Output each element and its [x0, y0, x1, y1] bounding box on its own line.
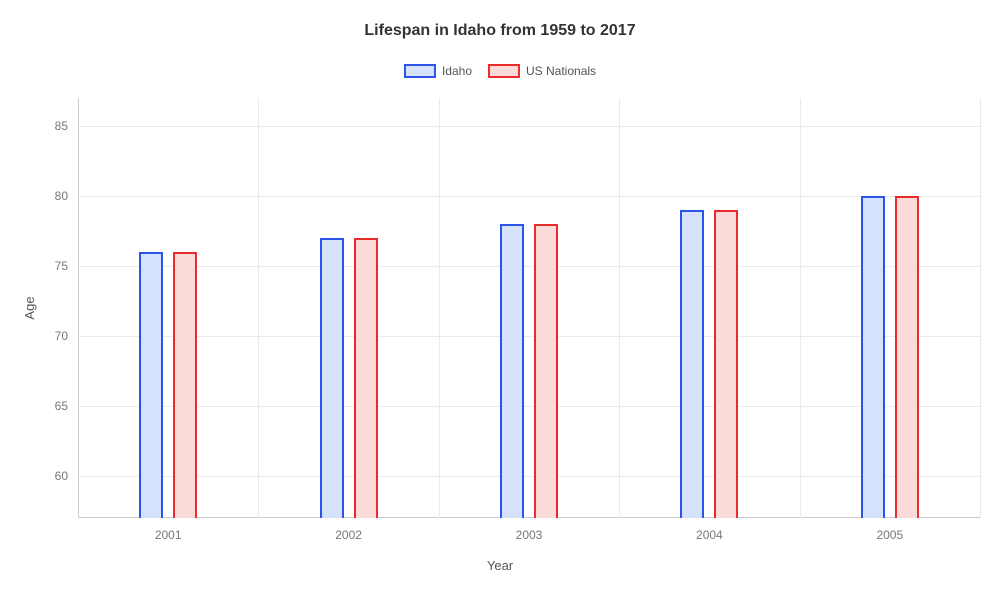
y-tick-label: 80	[55, 189, 78, 203]
bar	[895, 196, 919, 518]
gridline-horizontal	[78, 476, 980, 477]
y-axis-label: Age	[22, 296, 37, 319]
legend-label: US Nationals	[526, 64, 596, 78]
gridline-vertical	[439, 98, 440, 518]
x-tick-label: 2001	[155, 518, 182, 542]
bar	[320, 238, 344, 518]
bar	[680, 210, 704, 518]
gridline-vertical	[980, 98, 981, 518]
bar	[354, 238, 378, 518]
gridline-horizontal	[78, 266, 980, 267]
x-tick-label: 2002	[335, 518, 362, 542]
y-tick-label: 65	[55, 399, 78, 413]
legend-swatch	[488, 64, 520, 78]
gridline-vertical	[258, 98, 259, 518]
x-tick-label: 2003	[516, 518, 543, 542]
lifespan-chart: Lifespan in Idaho from 1959 to 2017 Idah…	[0, 0, 1000, 600]
chart-title: Lifespan in Idaho from 1959 to 2017	[0, 22, 1000, 40]
gridline-horizontal	[78, 196, 980, 197]
gridline-horizontal	[78, 126, 980, 127]
y-tick-label: 75	[55, 259, 78, 273]
y-axis-line	[78, 98, 79, 518]
legend-item: Idaho	[404, 64, 472, 78]
plot-area: 60657075808520012002200320042005	[78, 98, 980, 518]
legend-item: US Nationals	[488, 64, 596, 78]
bar	[139, 252, 163, 518]
bar	[534, 224, 558, 518]
gridline-horizontal	[78, 336, 980, 337]
bar	[500, 224, 524, 518]
gridline-horizontal	[78, 406, 980, 407]
x-tick-label: 2005	[876, 518, 903, 542]
y-tick-label: 85	[55, 119, 78, 133]
x-tick-label: 2004	[696, 518, 723, 542]
gridline-vertical	[800, 98, 801, 518]
x-axis-label: Year	[487, 558, 513, 573]
gridline-vertical	[619, 98, 620, 518]
bar	[173, 252, 197, 518]
legend-swatch	[404, 64, 436, 78]
y-tick-label: 70	[55, 329, 78, 343]
legend-label: Idaho	[442, 64, 472, 78]
bar	[714, 210, 738, 518]
y-tick-label: 60	[55, 469, 78, 483]
chart-legend: Idaho US Nationals	[404, 64, 596, 78]
bar	[861, 196, 885, 518]
